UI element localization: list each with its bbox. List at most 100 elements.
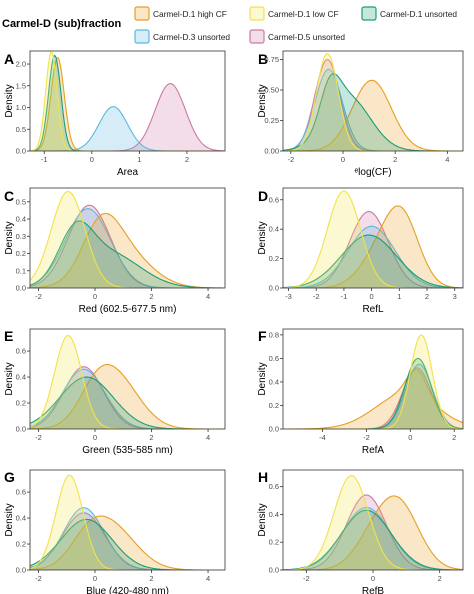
x-tick-label: -2 <box>35 292 42 301</box>
y-tick-label: 0.0 <box>269 284 279 293</box>
y-tick-label: 0.0 <box>16 147 26 156</box>
panel-letter: B <box>258 51 268 67</box>
panel-letter: E <box>4 328 13 344</box>
y-tick-label: 0.5 <box>16 197 26 206</box>
x-tick-label: 0 <box>93 574 97 583</box>
plot-area <box>283 52 463 151</box>
x-tick-label: 2 <box>393 155 397 164</box>
x-tick-label: 2 <box>185 155 189 164</box>
density-line-series-2 <box>30 54 225 151</box>
y-tick-label: 0.5 <box>16 125 26 134</box>
density-area-series-4 <box>30 366 225 429</box>
y-tick-label: 0.6 <box>269 354 279 363</box>
density-area-series-3 <box>30 208 225 288</box>
x-tick-label: 4 <box>206 574 210 583</box>
panel-c: C -2 0 2 4 0.0 0.1 0.2 0.3 0.4 0.5 Red (602.5-677.5… <box>4 187 226 315</box>
legend-item: Carmel-D.3 unsorted <box>134 29 230 44</box>
y-tick-label: 2.0 <box>16 60 26 69</box>
density-area-series-1 <box>30 335 225 429</box>
x-tick-label: -2 <box>287 155 294 164</box>
x-tick-label: 2 <box>438 574 442 583</box>
x-tick-label: 2 <box>452 433 456 442</box>
legend-swatch <box>134 6 150 21</box>
panel-f: F -4 -2 0 2 0.0 0.2 0.4 0.6 0.8 RefA Density <box>257 328 464 456</box>
panel-frame <box>282 187 464 289</box>
panel-letter: F <box>258 328 267 344</box>
y-tick-label: 0.75 <box>264 55 279 64</box>
x-tick-label: 2 <box>149 433 153 442</box>
legend-items: Carmel-D.1 high CF Carmel-D.1 low CF Carme… <box>134 6 457 44</box>
density-area-series-2 <box>30 55 225 151</box>
density-area-series-0 <box>30 364 225 429</box>
y-axis-label: Density <box>257 84 268 117</box>
density-area-series-4 <box>283 495 463 570</box>
y-tick-label: 0.2 <box>269 538 279 547</box>
density-area-series-1 <box>30 475 225 570</box>
density-area-series-3 <box>30 507 225 570</box>
plot-area <box>30 334 225 429</box>
x-tick-label: 2 <box>149 292 153 301</box>
legend-label: Carmel-D.1 low CF <box>268 9 339 19</box>
x-tick-label: 2 <box>149 574 153 583</box>
plot-area <box>283 190 463 288</box>
density-area-series-1 <box>283 53 463 151</box>
legend-swatch <box>249 29 265 44</box>
density-area-series-3 <box>283 69 463 151</box>
x-axis-label: Red (602.5-677.5 nm) <box>79 304 177 315</box>
density-area-series-2 <box>283 510 463 570</box>
x-axis-label: RefL <box>362 304 384 315</box>
y-tick-label: 0.4 <box>16 373 26 382</box>
panel-frame <box>29 187 226 289</box>
density-area-series-0 <box>283 495 463 570</box>
panel-letter: C <box>4 188 14 204</box>
x-tick-label: 0 <box>408 433 412 442</box>
y-tick-label: 0.50 <box>264 86 279 95</box>
density-area-series-3 <box>30 369 225 429</box>
panel-h: H -2 0 2 0.0 0.2 0.4 0.6 RefB Density <box>257 469 464 594</box>
y-tick-label: 0.3 <box>16 232 26 241</box>
density-line-series-1 <box>30 51 225 151</box>
legend-label: Carmel-D.5 unsorted <box>268 32 345 42</box>
y-tick-label: 0.6 <box>269 195 279 204</box>
x-tick-label: 1 <box>397 292 401 301</box>
density-line-series-1 <box>283 190 463 288</box>
y-tick-label: 0.2 <box>16 399 26 408</box>
density-area-series-1 <box>283 475 463 570</box>
legend-item: Carmel-D.1 unsorted <box>361 6 457 21</box>
density-area-series-4 <box>283 211 463 288</box>
x-tick-label: 0 <box>90 155 94 164</box>
y-tick-label: 0.4 <box>269 225 279 234</box>
panel-d: D -3 -2 -1 0 1 2 3 0.0 0.2 0.4 0.6 RefL Density <box>257 187 464 315</box>
density-area-series-2 <box>30 221 225 288</box>
y-axis-label: Density <box>257 221 268 254</box>
plot-area <box>30 51 225 151</box>
density-line-series-1 <box>283 52 463 151</box>
legend-swatch <box>361 6 377 21</box>
density-area-series-4 <box>30 205 225 288</box>
y-axis-label: Density <box>4 221 15 254</box>
plot-area <box>30 474 225 570</box>
y-tick-label: 0.6 <box>16 347 26 356</box>
legend: Carmel-D (sub)fraction Carmel-D.1 high C… <box>2 6 457 44</box>
y-tick-label: 0.0 <box>16 425 26 434</box>
x-tick-label: 3 <box>453 292 457 301</box>
y-tick-label: 0.0 <box>16 566 26 575</box>
x-axis-label: RefB <box>362 586 385 594</box>
x-axis-label: ᵉlog(CF) <box>354 167 391 178</box>
legend-swatch <box>134 29 150 44</box>
density-line-series-4 <box>30 83 225 151</box>
x-tick-label: 0 <box>341 155 345 164</box>
density-line-series-1 <box>30 334 225 429</box>
density-area-series-2 <box>30 519 225 570</box>
x-tick-label: -2 <box>313 292 320 301</box>
y-tick-label: 0.0 <box>269 425 279 434</box>
density-area-series-1 <box>30 191 225 288</box>
y-tick-label: 0.2 <box>269 254 279 263</box>
density-area-series-1 <box>30 52 225 151</box>
x-tick-label: -2 <box>35 574 42 583</box>
x-tick-label: 0 <box>93 433 97 442</box>
density-area-series-4 <box>30 512 225 570</box>
x-tick-label: -3 <box>285 292 292 301</box>
density-area-series-0 <box>30 516 225 570</box>
